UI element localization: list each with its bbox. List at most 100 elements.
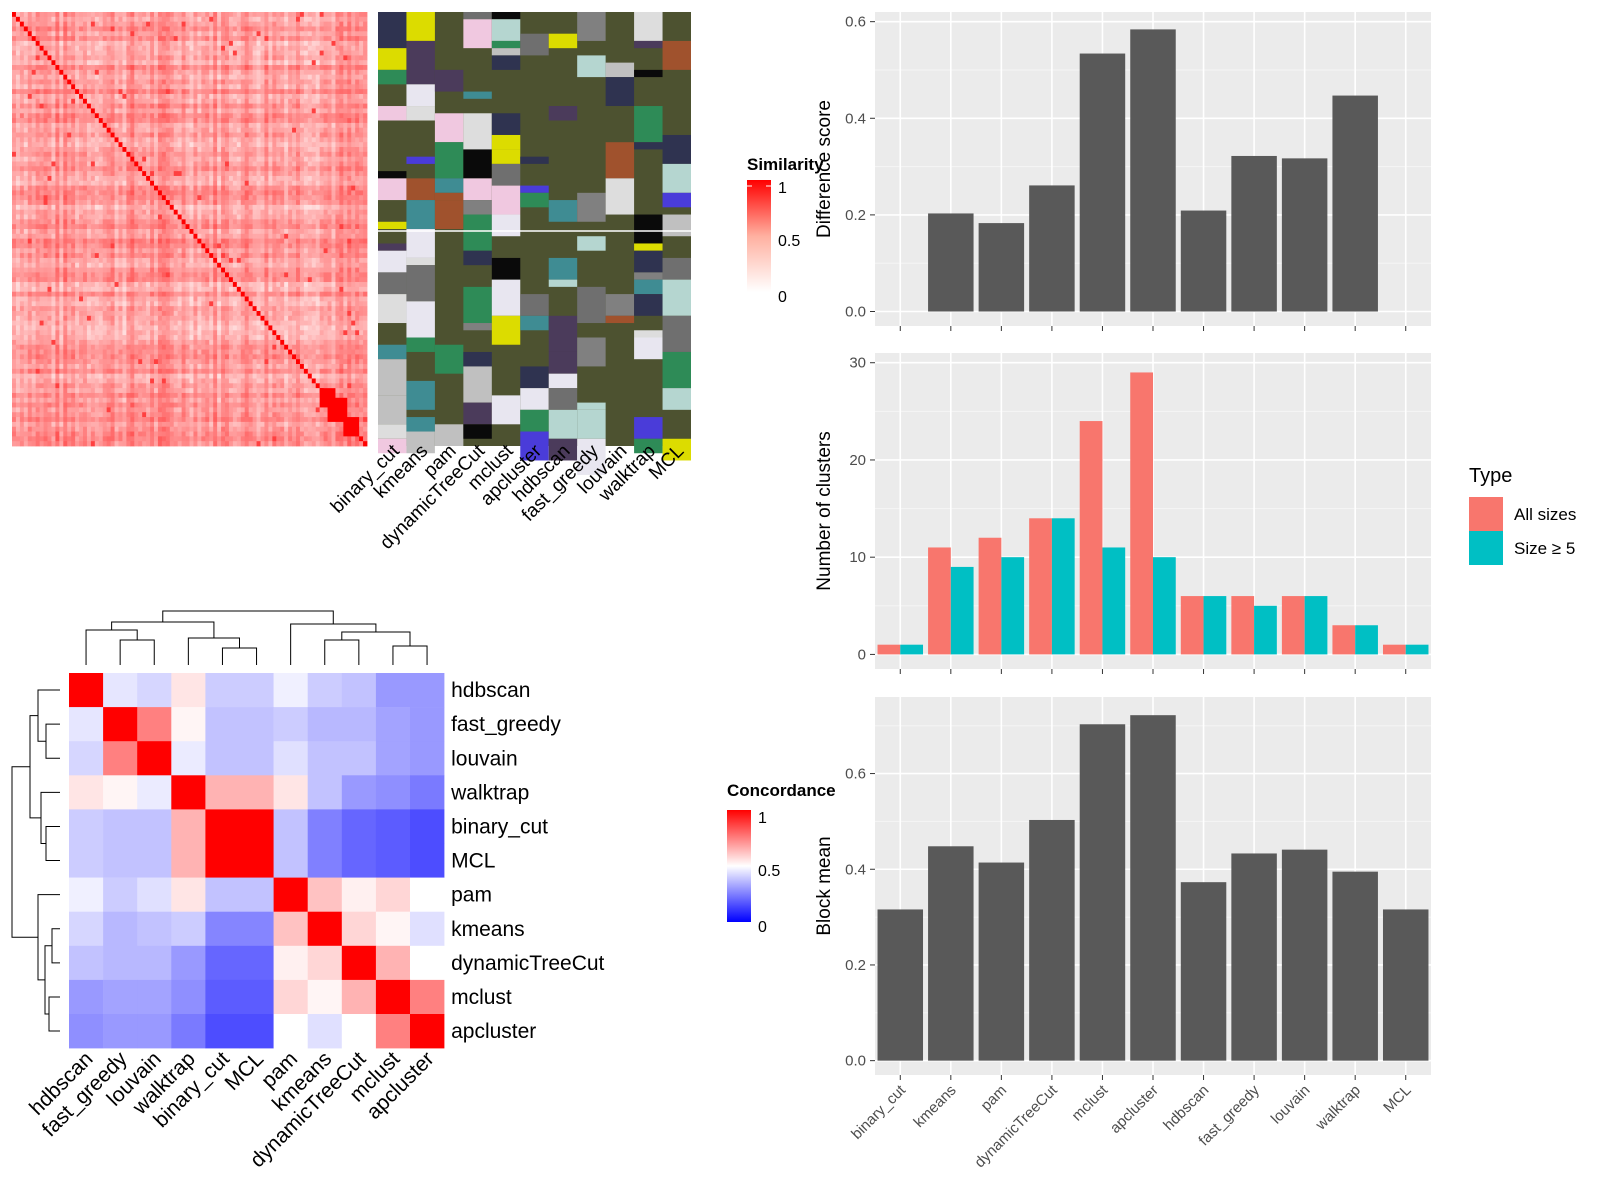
similarity-cell [347, 262, 352, 268]
similarity-cell [268, 16, 273, 23]
similarity-cell [59, 195, 64, 201]
similarity-cell [138, 69, 143, 76]
similarity-cell [327, 89, 332, 95]
similarity-cell [351, 171, 356, 177]
similarity-cell [165, 50, 171, 56]
similarity-cell [256, 21, 261, 27]
similarity-cell [86, 74, 92, 80]
similarity-cell [90, 166, 96, 172]
similarity-cell [248, 161, 254, 167]
similarity-cell [284, 93, 289, 100]
similarity-cell [19, 229, 25, 235]
similarity-cell [161, 209, 167, 215]
similarity-cell [260, 248, 265, 254]
similarity-cell [248, 175, 254, 182]
similarity-cell [23, 79, 29, 85]
similarity-cell [185, 243, 190, 249]
similarity-cell [351, 175, 356, 182]
similarity-cell [260, 50, 265, 56]
similarity-cell [221, 272, 226, 278]
similarity-cell [150, 190, 155, 196]
similarity-cell [284, 26, 289, 32]
similarity-cell [339, 60, 344, 66]
similarity-cell [240, 257, 246, 264]
similarity-cell [79, 171, 84, 177]
similarity-cell [146, 89, 151, 95]
similarity-cell [225, 166, 230, 172]
similarity-cell [244, 31, 250, 37]
similarity-cell [205, 132, 210, 138]
similarity-cell [363, 151, 368, 158]
similarity-cell [63, 248, 68, 254]
similarity-cell [256, 253, 261, 259]
similarity-cell [142, 98, 147, 105]
similarity-cell [351, 74, 356, 80]
similarity-cell [138, 50, 143, 56]
similarity-cell [63, 50, 68, 56]
similarity-cell [232, 151, 238, 158]
similarity-cell [323, 243, 328, 249]
similarity-cell [276, 204, 281, 211]
similarity-cell [71, 50, 76, 56]
similarity-cell [75, 60, 80, 66]
similarity-cell [165, 84, 171, 90]
similarity-cell [138, 137, 143, 143]
similarity-cell [154, 89, 159, 95]
similarity-cell [209, 93, 214, 100]
similarity-cell [15, 166, 21, 172]
similarity-cell [280, 200, 285, 206]
similarity-cell [114, 132, 119, 138]
similarity-cell [256, 113, 261, 119]
similarity-cell [228, 132, 234, 138]
similarity-cell [315, 142, 321, 148]
similarity-cell [276, 180, 281, 186]
similarity-cell [169, 175, 175, 182]
similarity-cell [63, 84, 68, 90]
similarity-cell [59, 98, 64, 105]
similarity-cell [347, 84, 352, 90]
similarity-cell [240, 69, 246, 76]
similarity-cell [185, 79, 190, 85]
similarity-cell [118, 122, 123, 129]
similarity-cell [75, 267, 80, 273]
similarity-cell [288, 36, 293, 42]
similarity-cell [94, 200, 100, 206]
similarity-cell [177, 233, 183, 240]
similarity-cell [225, 60, 230, 66]
similarity-cell [118, 277, 123, 283]
similarity-cell [51, 36, 56, 42]
similarity-cell [228, 89, 234, 95]
similarity-cell [319, 45, 325, 51]
similarity-cell [114, 257, 119, 264]
similarity-cell [276, 142, 281, 148]
similarity-cell [154, 224, 159, 230]
similarity-cell [102, 108, 108, 114]
similarity-cell [146, 190, 151, 196]
similarity-cell [232, 229, 238, 235]
similarity-cell [252, 204, 257, 211]
similarity-cell [154, 127, 159, 133]
similarity-cell [209, 272, 214, 278]
similarity-cell [327, 98, 332, 105]
similarity-cell [272, 233, 277, 240]
similarity-cell [343, 132, 348, 138]
similarity-cell [264, 74, 269, 80]
similarity-cell [280, 204, 285, 211]
similarity-cell [55, 147, 60, 153]
similarity-cell [193, 21, 198, 27]
similarity-cell [134, 137, 139, 143]
similarity-cell [90, 224, 96, 230]
similarity-cell [280, 229, 285, 235]
similarity-cell [173, 190, 179, 196]
similarity-cell [280, 180, 285, 186]
similarity-cell [185, 127, 190, 133]
similarity-cell [126, 69, 131, 76]
similarity-cell [181, 98, 186, 105]
similarity-cell [94, 267, 100, 273]
similarity-cell [181, 156, 186, 162]
similarity-cell [15, 175, 21, 182]
similarity-cell [323, 253, 328, 259]
similarity-cell [138, 93, 143, 100]
similarity-cell [39, 185, 44, 191]
similarity-cell [248, 65, 254, 71]
